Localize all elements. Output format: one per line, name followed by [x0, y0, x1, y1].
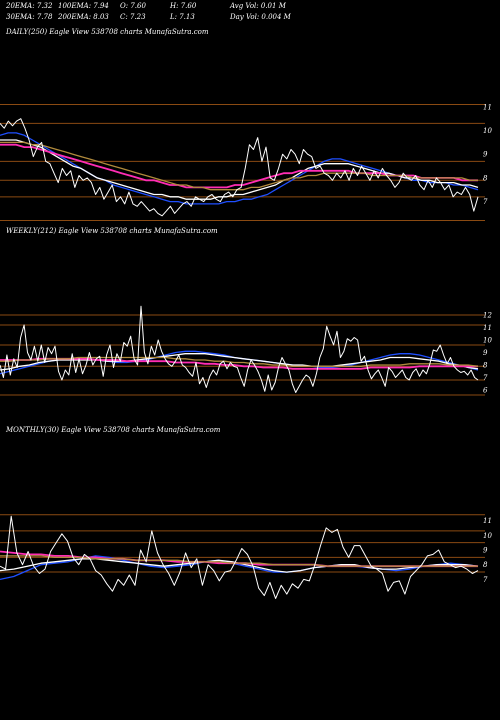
close-value: C: 7.23	[120, 13, 146, 21]
day-vol-value: Day Vol: 0.004 M	[230, 13, 291, 21]
daily-y-tick-label: 11	[483, 103, 492, 111]
avg-vol-value: Avg Vol: 0.01 M	[230, 2, 286, 10]
daily-y-tick-label: 10	[483, 127, 492, 135]
ema20-value: 20EMA: 7.32	[6, 2, 53, 10]
daily-y-tick-label: 9	[483, 151, 488, 159]
monthly-ema200-line	[0, 555, 478, 567]
ema200-value: 200EMA: 8.03	[58, 13, 109, 21]
monthly-y-tick-label: 9	[483, 547, 488, 555]
weekly-y-tick-label: 12	[483, 312, 492, 320]
weekly-price-line	[0, 305, 479, 393]
monthly-y-tick-label: 8	[483, 561, 488, 569]
weekly-y-tick-label: 7	[483, 374, 488, 382]
weekly-y-tick-label: 11	[483, 324, 492, 332]
daily-price-line	[0, 118, 479, 217]
weekly-y-tick-label: 6	[483, 387, 488, 395]
monthly-y-tick-label: 10	[483, 532, 492, 540]
monthly-price-chart: 7 8 9 10 11	[0, 514, 492, 599]
daily-y-tick-label: 7	[483, 198, 488, 206]
weekly-y-tick-label: 8	[483, 362, 488, 370]
open-value: O: 7.60	[120, 2, 146, 10]
daily-chart-label: DAILY(250) Eagle View 538708 charts Muna…	[6, 28, 209, 36]
weekly-y-tick-label: 9	[483, 349, 488, 357]
high-value: H: 7.60	[170, 2, 197, 10]
daily-price-chart: 7 8 9 10 11	[0, 103, 492, 222]
monthly-price-line	[0, 515, 479, 599]
low-value: L: 7.13	[170, 13, 195, 21]
weekly-y-tick-label: 10	[483, 337, 492, 345]
daily-ema20-line	[0, 132, 479, 205]
monthly-y-tick-label: 7	[483, 576, 488, 584]
monthly-y-tick-label: 11	[483, 517, 492, 525]
daily-y-tick-label: 8	[483, 174, 488, 182]
ema30-value: 30EMA: 7.78	[6, 13, 53, 21]
weekly-chart-label: WEEKLY(212) Eagle View 538708 charts Mun…	[6, 227, 218, 235]
weekly-price-chart: 6 7 8 9 10 11 12	[0, 305, 492, 396]
monthly-chart-label: MONTHLY(30) Eagle View 538708 charts Mun…	[6, 426, 221, 434]
weekly-ema200-line	[0, 356, 479, 367]
weekly-ema100-line	[0, 357, 478, 370]
ema100-value: 100EMA: 7.94	[58, 2, 109, 10]
daily-ema200-line	[0, 141, 478, 191]
